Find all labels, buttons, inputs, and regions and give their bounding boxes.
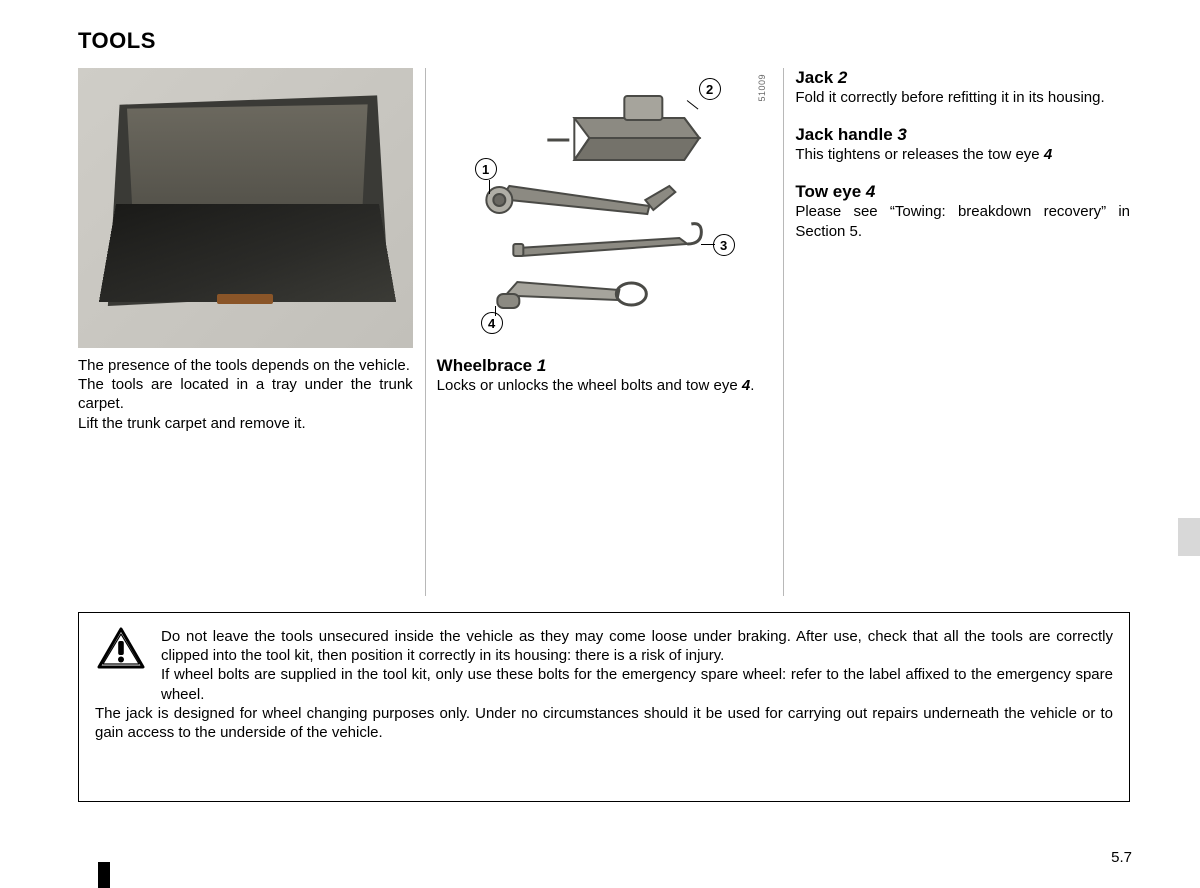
jack-handle-heading: Jack handle 3 [795,125,1130,145]
wheelbrace-num: 1 [537,356,546,375]
tow-eye-title: Tow eye [795,182,861,201]
jack-desc: Fold it correctly before refitting it in… [795,88,1130,107]
jack-handle-num: 3 [897,125,906,144]
jack-handle-title: Jack handle [795,125,892,144]
image-ref-mid: 51009 [757,74,767,102]
jack-heading: Jack 2 [795,68,1130,88]
tools-diagram: 51009 [437,68,772,348]
column-right: Jack 2 Fold it correctly before refittin… [795,68,1130,588]
trunk-photo: 50934 [78,68,413,348]
warning-icon [95,627,147,673]
callout-4: 4 [481,312,503,334]
left-caption-2: The tools are located in a tray under th… [78,375,413,413]
warning-box: Do not leave the tools unsecured inside … [78,612,1130,802]
column-left: 50934 The presence of the tools depends … [78,68,413,588]
wheelbrace-desc: Locks or unlocks the wheel bolts and tow… [437,376,772,395]
wheelbrace-heading: Wheelbrace 1 [437,356,772,376]
warning-p2: If wheel bolts are supplied in the tool … [161,665,1113,703]
jack-handle-desc: This tightens or releases the tow eye 4 [795,145,1130,164]
callout-2: 2 [699,78,721,100]
side-tab [1178,518,1200,556]
page-title: TOOLS [78,28,1130,54]
wheelbrace-title: Wheelbrace [437,356,532,375]
jack-num: 2 [838,68,847,87]
left-caption-3: Lift the trunk carpet and remove it. [78,414,413,433]
tools-illustration [437,68,772,348]
left-caption-1: The presence of the tools depends on the… [78,356,413,375]
column-middle: 51009 [437,68,772,588]
tow-eye-heading: Tow eye 4 [795,182,1130,202]
warning-p1: Do not leave the tools unsecured inside … [161,627,1113,665]
content-columns: 50934 The presence of the tools depends … [78,68,1130,588]
tow-eye-desc: Please see “Towing: breakdown recovery” … [795,202,1130,240]
footer-mark [98,862,110,888]
page-number: 5.7 [1111,849,1132,866]
tow-eye-num: 4 [866,182,875,201]
callout-3: 3 [713,234,735,256]
jack-title: Jack [795,68,833,87]
callout-1: 1 [475,158,497,180]
warning-p3: The jack is designed for wheel changing … [95,704,1113,742]
